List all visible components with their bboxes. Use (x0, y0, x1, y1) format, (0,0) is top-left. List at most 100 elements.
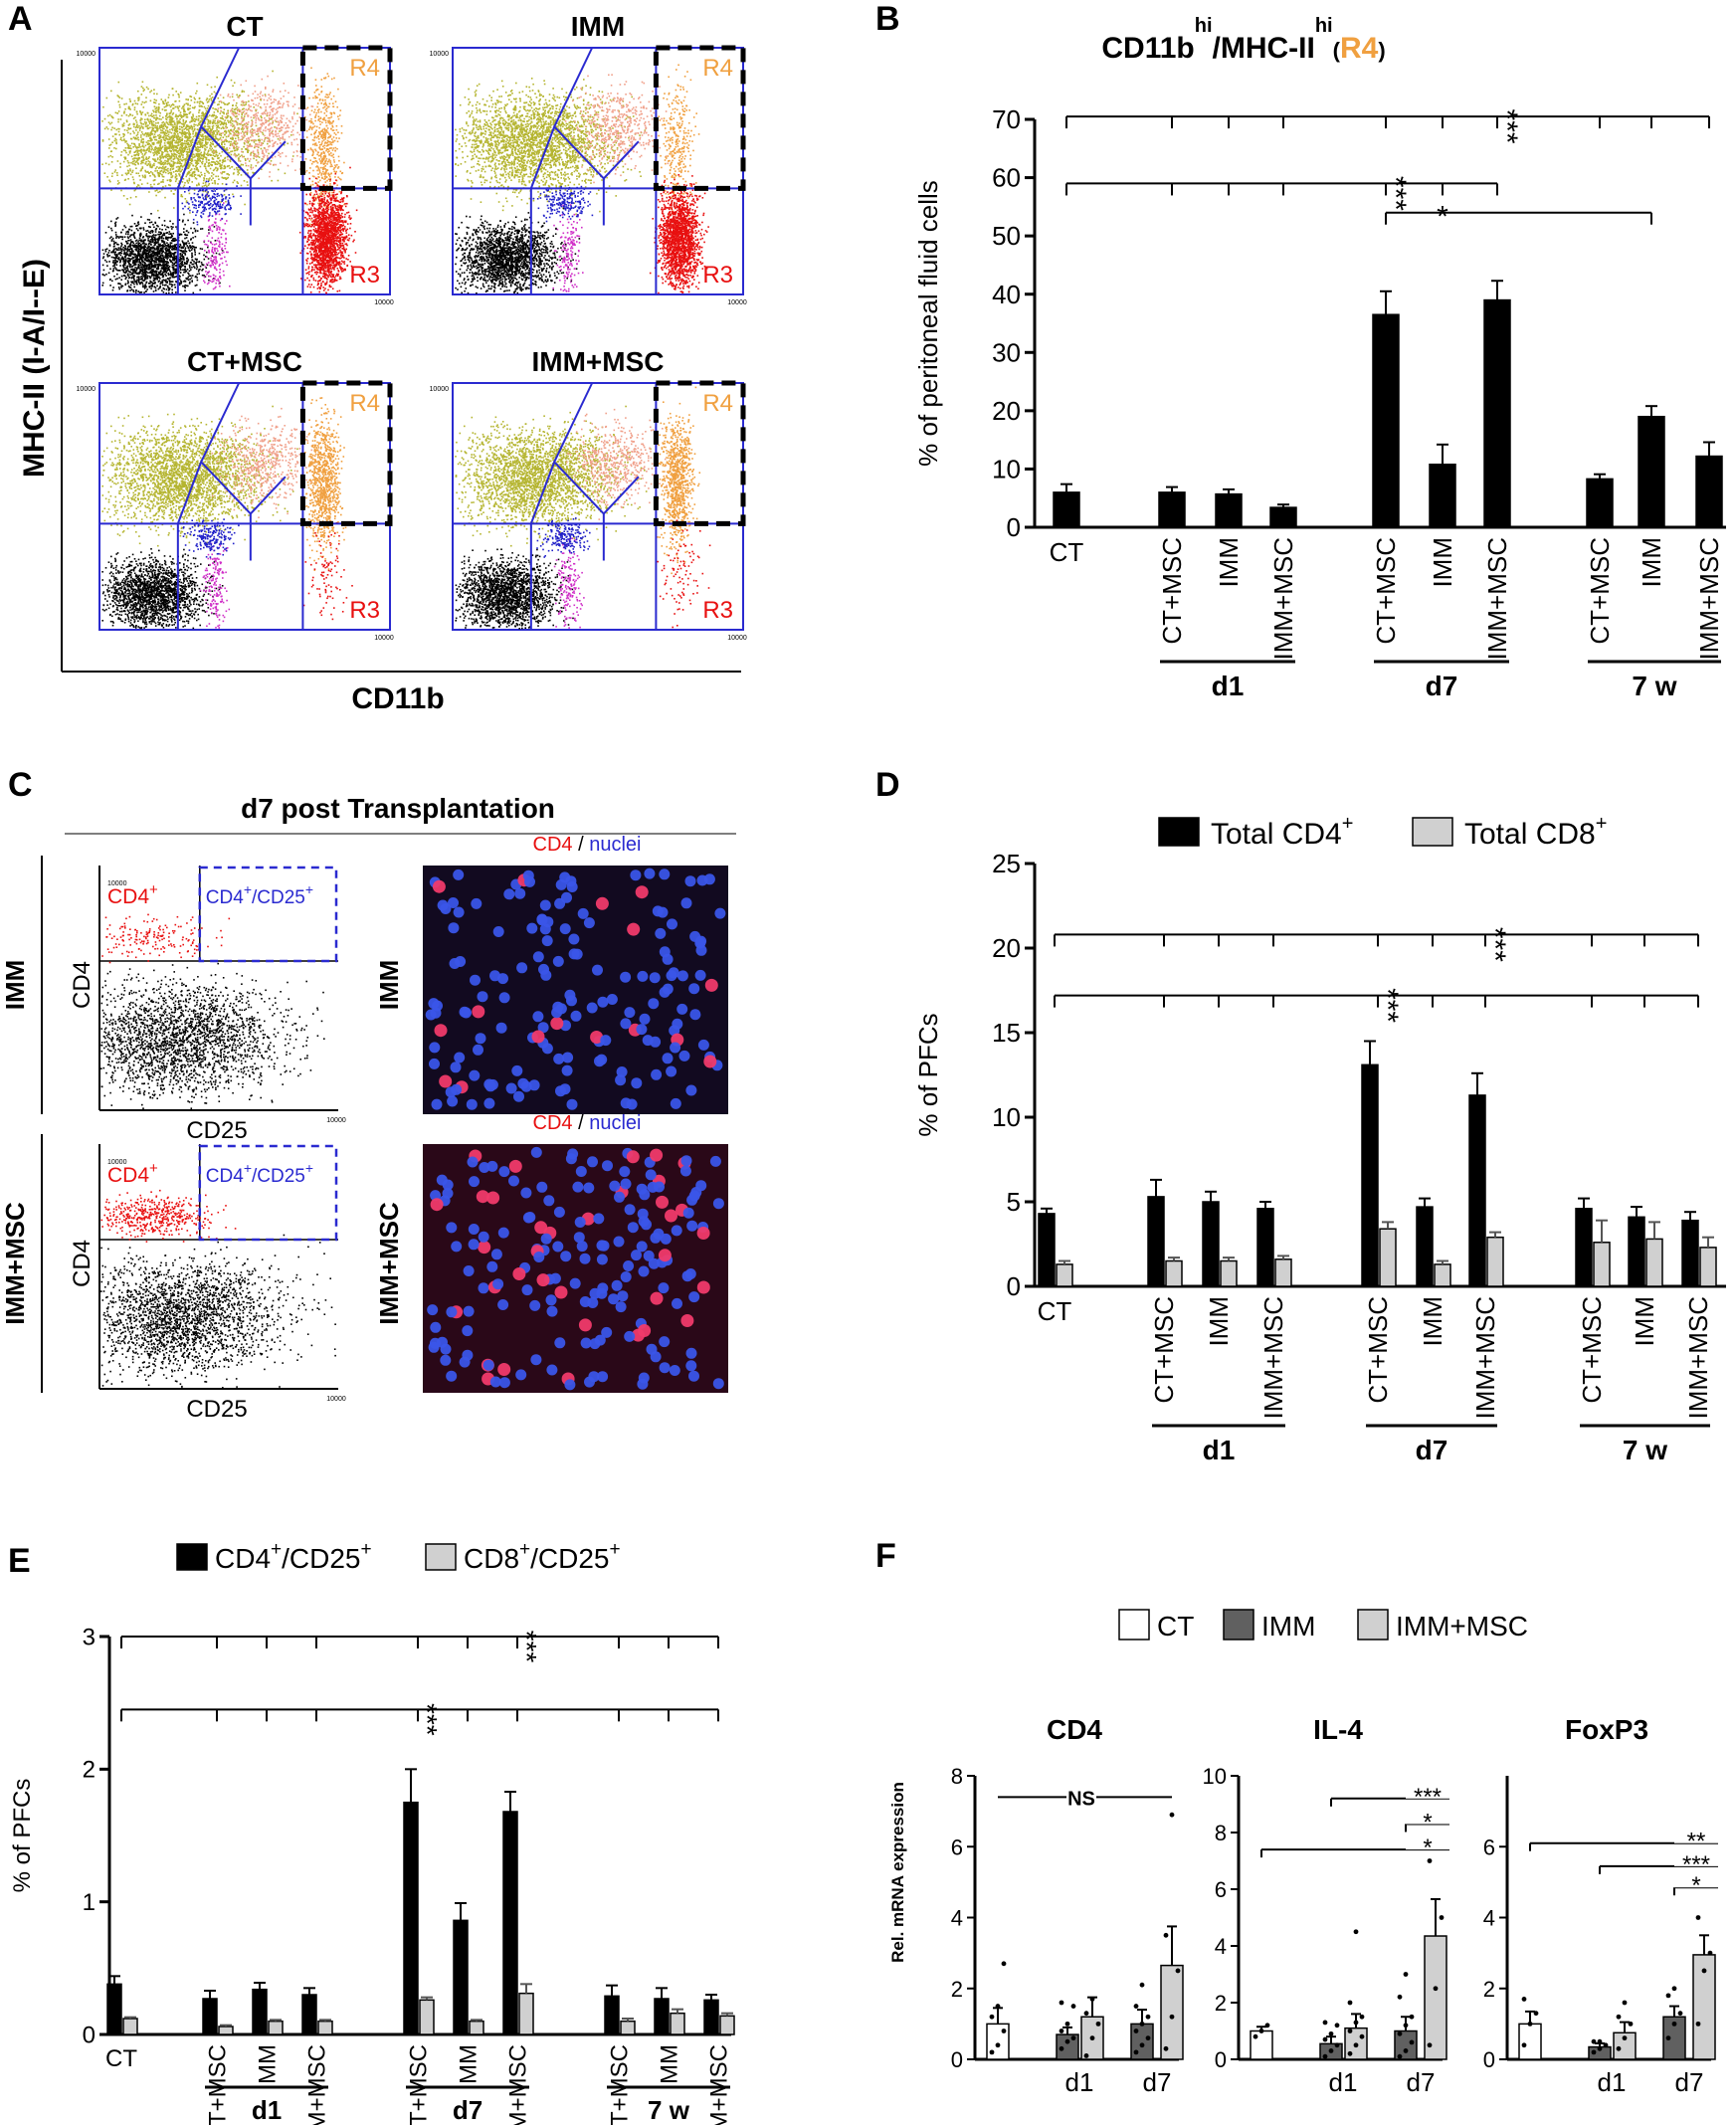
black-population-event (168, 233, 170, 235)
black-population-event (183, 228, 185, 230)
olive-population-event (162, 156, 165, 158)
olive-population-event (147, 133, 149, 135)
salmon-population-event (241, 135, 243, 137)
olive-population-event (141, 174, 144, 177)
olive-population-event (155, 109, 158, 111)
salmon-population-event (268, 94, 270, 96)
olive-population-event (199, 121, 202, 123)
black-population-event (101, 274, 104, 276)
salmon-population-event (288, 92, 289, 95)
salmon-population-event (287, 103, 289, 105)
olive-population-event (129, 113, 131, 115)
olive-population-event (136, 159, 139, 161)
black-population-event (114, 221, 117, 224)
olive-population-event (183, 184, 186, 187)
olive-population-event (158, 175, 160, 178)
olive-population-event (122, 132, 124, 135)
salmon-population-event (270, 127, 272, 130)
salmon-population-event (277, 106, 280, 109)
olive-population-event (185, 98, 187, 100)
black-population-event (138, 245, 140, 247)
salmon-population-event (217, 107, 220, 109)
black-population-event (181, 221, 184, 223)
salmon-population-event (250, 125, 253, 127)
olive-population-event (181, 142, 183, 144)
olive-population-event (205, 140, 207, 143)
olive-population-event (226, 173, 228, 175)
olive-population-event (166, 146, 168, 148)
olive-population-event (214, 182, 217, 185)
olive-population-event (125, 173, 128, 176)
olive-population-event (196, 132, 199, 135)
olive-population-event (210, 149, 212, 151)
black-population-event (142, 274, 144, 276)
black-population-event (193, 266, 195, 268)
olive-population-event (219, 106, 222, 108)
black-population-event (134, 248, 136, 251)
olive-population-event (230, 140, 232, 143)
olive-population-event (108, 179, 110, 182)
olive-population-event (248, 100, 250, 102)
olive-population-event (167, 172, 170, 175)
black-population-event (164, 255, 167, 257)
olive-population-event (157, 209, 159, 212)
black-population-event (138, 272, 141, 274)
olive-population-event (168, 135, 170, 138)
olive-population-event (113, 171, 116, 173)
black-population-event (169, 247, 172, 249)
black-population-event (198, 269, 200, 271)
olive-population-event (154, 138, 156, 141)
olive-population-event (148, 147, 151, 150)
olive-population-event (249, 143, 251, 146)
black-population-event (106, 254, 108, 256)
olive-population-event (218, 152, 221, 155)
olive-population-event (190, 125, 193, 128)
salmon-population-event (233, 112, 235, 114)
olive-population-event (250, 151, 253, 154)
olive-population-event (225, 132, 228, 134)
olive-population-event (103, 117, 106, 120)
olive-population-event (236, 181, 239, 183)
black-population-event (130, 253, 132, 256)
salmon-population-event (245, 80, 248, 83)
olive-population-event (232, 193, 234, 196)
olive-population-event (156, 170, 158, 172)
olive-population-event (188, 127, 191, 130)
magenta-population-event (224, 245, 226, 247)
black-population-event (162, 268, 164, 270)
olive-population-event (179, 121, 181, 124)
magenta-population-event (224, 256, 226, 259)
black-population-event (157, 288, 160, 290)
olive-population-event (234, 149, 237, 151)
black-population-event (139, 244, 142, 246)
olive-population-event (115, 128, 117, 131)
olive-population-event (241, 115, 243, 118)
black-population-event (110, 229, 113, 232)
olive-population-event (196, 158, 199, 160)
olive-population-event (186, 156, 188, 158)
black-population-event (145, 281, 148, 284)
olive-population-event (137, 136, 139, 139)
olive-population-event (154, 126, 156, 128)
black-population-event (127, 277, 130, 280)
olive-population-event (191, 106, 194, 109)
olive-population-event (208, 159, 210, 161)
black-population-event (134, 246, 137, 249)
salmon-population-event (256, 97, 259, 99)
olive-population-event (185, 124, 188, 126)
black-population-event (130, 225, 133, 228)
salmon-population-event (295, 149, 298, 152)
salmon-population-event (305, 118, 307, 121)
olive-population-event (135, 110, 138, 112)
black-population-event (115, 261, 118, 263)
black-population-event (129, 246, 131, 249)
olive-population-event (234, 130, 237, 132)
olive-population-event (168, 171, 171, 174)
olive-population-event (182, 130, 184, 133)
olive-population-event (258, 135, 260, 137)
salmon-population-event (258, 177, 260, 180)
salmon-population-event (258, 141, 261, 144)
olive-population-event (126, 198, 128, 200)
salmon-population-event (273, 107, 275, 109)
black-population-event (184, 268, 186, 270)
